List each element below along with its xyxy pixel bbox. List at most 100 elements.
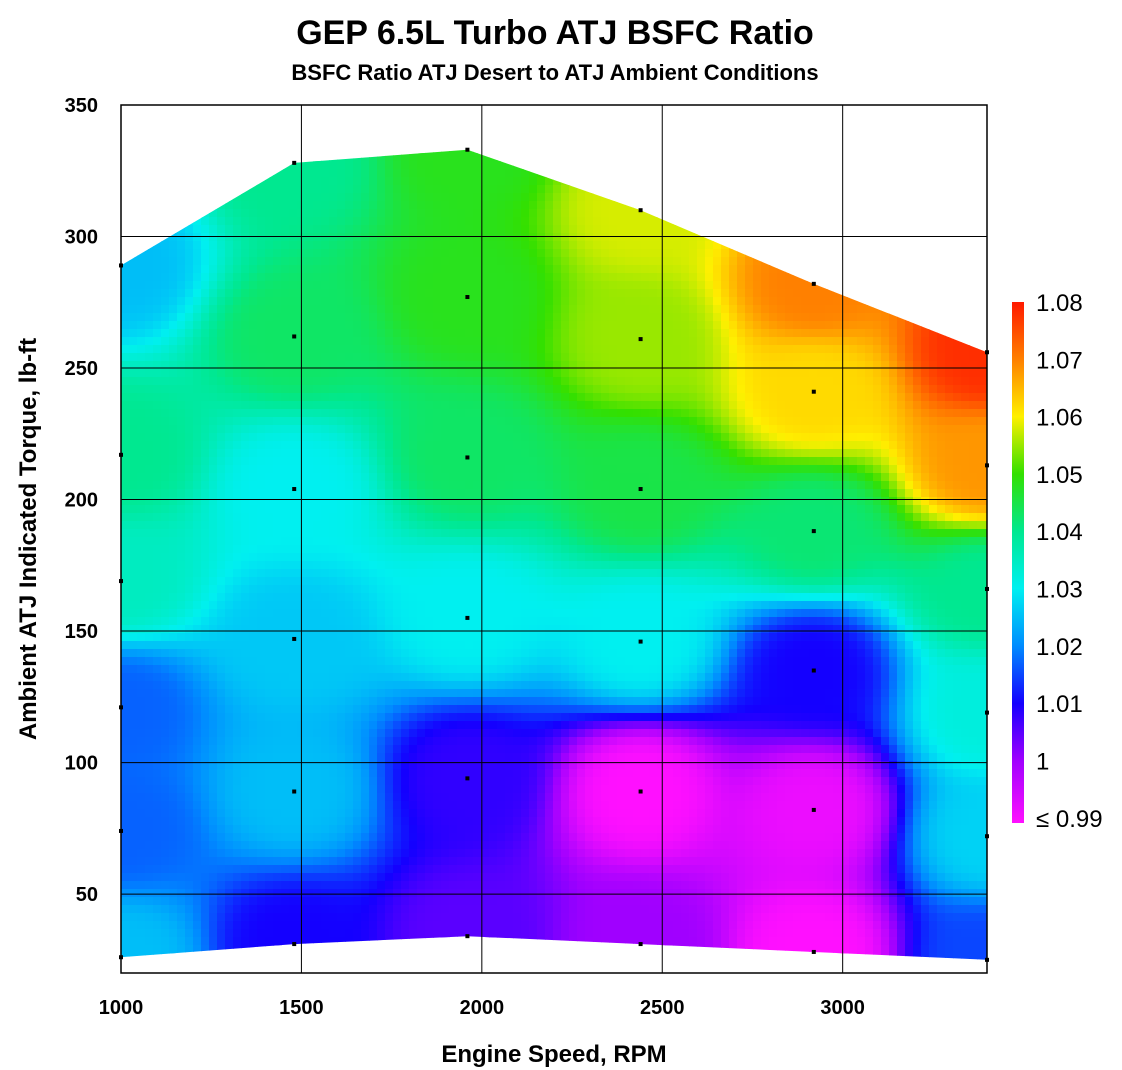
contour-cell <box>249 433 258 442</box>
contour-cell <box>233 913 242 922</box>
contour-cell <box>465 921 474 930</box>
contour-cell <box>369 529 378 538</box>
contour-cell <box>377 457 386 466</box>
contour-cell <box>169 817 178 826</box>
contour-cell <box>449 601 458 610</box>
contour-cell <box>465 561 474 570</box>
contour-cell <box>377 449 386 458</box>
contour-cell <box>265 905 274 914</box>
contour-cell <box>417 937 426 946</box>
contour-cell <box>409 233 418 242</box>
contour-cell <box>353 665 362 674</box>
contour-cell <box>361 361 370 370</box>
contour-cell <box>393 465 402 474</box>
contour-cell <box>217 209 226 218</box>
contour-cell <box>289 249 298 258</box>
contour-cell <box>257 641 266 650</box>
contour-cell <box>465 633 474 642</box>
contour-cell <box>457 241 466 250</box>
contour-cell <box>289 689 298 698</box>
contour-cell <box>337 625 346 634</box>
contour-cell <box>457 625 466 634</box>
contour-cell <box>321 481 330 490</box>
contour-cell <box>401 601 410 610</box>
contour-cell <box>193 569 202 578</box>
contour-cell <box>313 161 322 170</box>
contour-cell <box>353 641 362 650</box>
contour-cell <box>385 257 394 266</box>
contour-cell <box>281 505 290 514</box>
contour-cell <box>193 249 202 258</box>
contour-cell <box>417 561 426 570</box>
contour-cell <box>465 113 474 122</box>
contour-cell <box>409 857 418 866</box>
contour-cell <box>473 337 482 346</box>
contour-cell <box>409 665 418 674</box>
contour-cell <box>329 201 338 210</box>
contour-cell <box>209 617 218 626</box>
contour-cell <box>289 113 298 122</box>
contour-cell <box>217 337 226 346</box>
contour-cell <box>417 153 426 162</box>
contour-cell <box>449 889 458 898</box>
contour-cell <box>433 401 442 410</box>
contour-cell <box>289 777 298 786</box>
contour-cell <box>465 801 474 810</box>
contour-cell <box>161 369 170 378</box>
contour-cell <box>161 745 170 754</box>
contour-cell <box>361 225 370 234</box>
contour-cell <box>377 257 386 266</box>
contour-cell <box>265 521 274 530</box>
contour-cell <box>217 825 226 834</box>
contour-cell <box>433 865 442 874</box>
contour-cell <box>233 881 242 890</box>
contour-cell <box>409 297 418 306</box>
contour-cell <box>193 553 202 562</box>
contour-cell <box>409 185 418 194</box>
contour-cell <box>337 149 346 154</box>
contour-cell <box>337 769 346 778</box>
contour-cell <box>273 921 282 930</box>
contour-cell <box>465 545 474 554</box>
contour-cell <box>121 929 130 938</box>
contour-cell <box>153 105 162 114</box>
contour-cell <box>465 297 474 306</box>
contour-cell <box>329 457 338 466</box>
contour-cell <box>233 841 242 850</box>
contour-cell <box>281 225 290 234</box>
contour-cell <box>401 817 410 826</box>
contour-cell <box>321 169 330 178</box>
contour-cell <box>337 185 346 194</box>
contour-cell <box>161 473 170 482</box>
contour-cell <box>385 217 394 226</box>
contour-cell <box>185 449 194 458</box>
contour-cell <box>353 289 362 298</box>
contour-cell <box>329 353 338 362</box>
contour-cell <box>393 577 402 586</box>
contour-cell <box>145 409 154 418</box>
contour-cell <box>441 217 450 226</box>
contour-cell <box>409 377 418 386</box>
contour-cell <box>433 817 442 826</box>
contour-cell <box>265 149 274 154</box>
contour-cell <box>177 193 186 202</box>
contour-cell <box>289 329 298 338</box>
contour-cell <box>345 337 354 346</box>
contour-cell <box>217 793 226 802</box>
contour-cell <box>289 233 298 242</box>
contour-cell <box>449 121 458 130</box>
contour-cell <box>433 689 442 698</box>
contour-cell <box>217 905 226 914</box>
contour-cell <box>345 273 354 282</box>
contour-cell <box>233 665 242 674</box>
contour-cell <box>305 361 314 370</box>
contour-cell <box>305 577 314 586</box>
contour-cell <box>137 897 146 906</box>
contour-cell <box>137 681 146 690</box>
contour-cell <box>289 337 298 346</box>
contour-cell <box>145 345 154 354</box>
contour-cell <box>129 321 138 330</box>
contour-cell <box>377 177 386 186</box>
contour-cell <box>353 345 362 354</box>
contour-cell <box>441 737 450 746</box>
